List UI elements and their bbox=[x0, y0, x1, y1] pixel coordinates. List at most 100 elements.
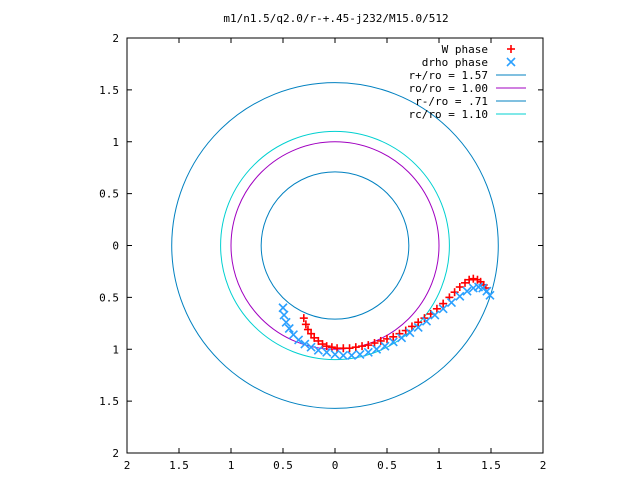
drho-phase-point bbox=[278, 303, 288, 313]
w-phase-point bbox=[432, 304, 441, 313]
cross-mark-b bbox=[380, 341, 390, 351]
cross-mark-b bbox=[388, 337, 398, 347]
drho-phase-point bbox=[413, 322, 423, 333]
w-phase-point bbox=[314, 336, 323, 345]
cross-mark-b bbox=[330, 349, 340, 360]
cross-mark-b bbox=[313, 345, 323, 355]
x-tick-label: 1 bbox=[436, 459, 443, 472]
legend-marker-sample bbox=[506, 57, 516, 67]
drho-phase-point bbox=[279, 310, 289, 320]
chart-title: m1/n1.5/q2.0/r-+.45-j232/M15.0/512 bbox=[223, 12, 448, 25]
cross-mark-b bbox=[322, 347, 332, 357]
x-tick-label: 1.5 bbox=[169, 459, 189, 472]
drho-phase-point bbox=[294, 335, 304, 345]
circle-series-line bbox=[260, 171, 410, 320]
cross-mark-b bbox=[405, 328, 415, 338]
y-tick-label: 2 bbox=[112, 32, 119, 45]
drho-phase-point bbox=[372, 344, 382, 354]
legend-label: W phase bbox=[442, 43, 488, 56]
drho-phase-point bbox=[330, 349, 340, 360]
legend-cross-b bbox=[506, 57, 516, 67]
legend-label: rc/ro = 1.10 bbox=[409, 108, 488, 121]
cross-mark-b bbox=[372, 344, 382, 354]
cross-mark-b bbox=[485, 290, 495, 300]
drho-phase-point bbox=[300, 339, 310, 349]
w-phase-point bbox=[327, 343, 336, 352]
cross-mark-b bbox=[306, 342, 316, 352]
cross-mark-b bbox=[278, 303, 288, 313]
legend-label: ro/ro = 1.00 bbox=[409, 82, 488, 95]
y-tick-label: 1.5 bbox=[99, 395, 119, 408]
drho-phase-point bbox=[485, 290, 495, 300]
w-phase-point bbox=[407, 322, 416, 331]
cross-mark-b bbox=[413, 322, 423, 333]
w-phase-point bbox=[303, 325, 312, 334]
w-phase-point bbox=[310, 333, 319, 342]
drho-phase-point bbox=[430, 310, 440, 320]
w-phase-point bbox=[345, 344, 354, 353]
w-phase-point bbox=[389, 332, 398, 341]
cross-mark-b bbox=[338, 350, 348, 361]
cross-mark-b bbox=[473, 282, 484, 292]
drho-phase-point bbox=[380, 341, 390, 351]
drho-phase-point bbox=[338, 350, 348, 361]
x-tick-label: 1 bbox=[228, 459, 235, 472]
drho-phase-point bbox=[455, 291, 465, 301]
w-phase-point bbox=[461, 278, 469, 287]
w-phase-point bbox=[370, 339, 379, 348]
drho-phase-point bbox=[405, 328, 415, 338]
drho-phase-point bbox=[396, 333, 407, 343]
w-phase-point bbox=[414, 318, 423, 327]
cross-mark-b bbox=[396, 333, 407, 343]
w-phase-point bbox=[455, 283, 464, 291]
x-tick-label: 2 bbox=[540, 459, 547, 472]
circle-series-line bbox=[220, 130, 450, 361]
w-phase-point bbox=[450, 288, 459, 297]
circle-series-line bbox=[230, 141, 440, 350]
cross-mark-b bbox=[363, 347, 373, 357]
cross-mark-b bbox=[355, 349, 365, 360]
y-tick-label: 1.5 bbox=[99, 84, 119, 97]
cross-mark-b bbox=[284, 323, 294, 334]
cross-mark-b bbox=[421, 316, 432, 326]
cross-mark-b bbox=[300, 339, 310, 349]
cross-mark-b bbox=[455, 291, 465, 301]
cross-mark-b bbox=[279, 310, 289, 320]
w-phase-point bbox=[364, 341, 373, 350]
x-tick-label: 1.5 bbox=[481, 459, 501, 472]
cross-mark-b bbox=[294, 335, 304, 345]
x-tick-label: 0.5 bbox=[273, 459, 293, 472]
y-tick-label: 0.5 bbox=[99, 188, 119, 201]
y-tick-label: 0.5 bbox=[99, 291, 119, 304]
y-tick-label: 1 bbox=[112, 343, 119, 356]
w-phase-point bbox=[301, 320, 310, 329]
cross-mark-b bbox=[446, 297, 457, 308]
legend-label: r-/ro = .71 bbox=[415, 95, 488, 108]
x-tick-label: 0.5 bbox=[377, 459, 397, 472]
circle-layer bbox=[171, 82, 499, 409]
cross-mark-b bbox=[347, 350, 357, 361]
w-phase-point bbox=[358, 342, 367, 351]
cross-mark-b bbox=[438, 304, 448, 314]
y-tick-label: 0 bbox=[112, 240, 119, 253]
x-tick-label: 0 bbox=[332, 459, 339, 472]
w-phase-point bbox=[376, 336, 385, 345]
marker-layer bbox=[278, 274, 495, 361]
cross-mark-b bbox=[430, 310, 440, 320]
axis-ticks: 2 1.5 1 0.5 0 0.5 1 1.5 221.510.500.511.52 bbox=[99, 32, 546, 472]
legend-label: r+/ro = 1.57 bbox=[409, 69, 488, 82]
w-phase-point bbox=[307, 329, 316, 338]
drho-phase-point bbox=[421, 316, 432, 326]
drho-phase-point bbox=[462, 286, 472, 296]
y-tick-label: 1 bbox=[112, 136, 119, 149]
w-phase-point bbox=[469, 274, 478, 283]
drho-phase-point bbox=[438, 304, 448, 314]
drho-phase-point bbox=[306, 342, 316, 352]
drho-phase-point bbox=[355, 349, 365, 360]
cross-mark-b bbox=[462, 286, 472, 296]
circle-series-line bbox=[171, 82, 499, 409]
w-phase-point bbox=[351, 343, 360, 352]
w-phase-point bbox=[465, 275, 474, 284]
